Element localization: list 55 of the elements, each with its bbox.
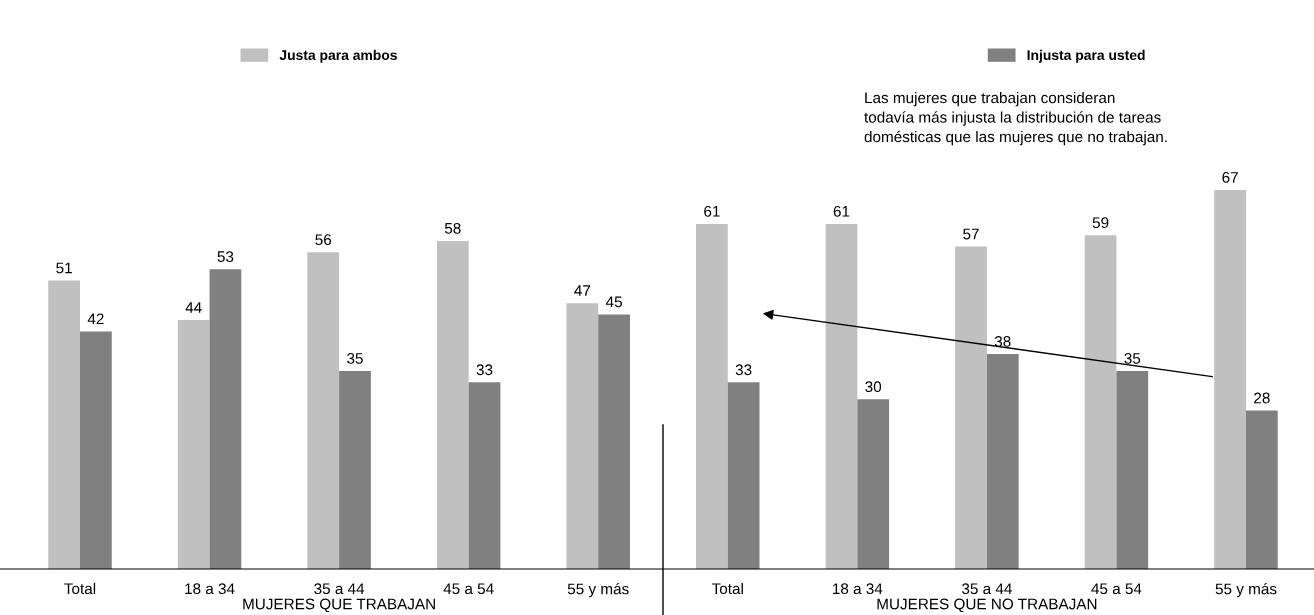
data-label: 67 xyxy=(1222,172,1238,183)
data-label: 45 xyxy=(605,296,622,308)
bar xyxy=(1116,371,1149,569)
data-label: 28 xyxy=(1254,392,1270,404)
data-label: 38 xyxy=(994,336,1011,347)
bar xyxy=(209,269,242,569)
bar xyxy=(857,399,890,569)
bar xyxy=(468,382,501,569)
bar xyxy=(825,223,858,569)
x-tick-label: 18 a 34 xyxy=(833,583,883,595)
data-label: 61 xyxy=(704,205,720,217)
bar xyxy=(696,223,728,569)
bar xyxy=(955,246,987,569)
bar xyxy=(48,280,80,569)
x-tick-label: Total xyxy=(64,582,96,595)
legend-label: Justa para ambos xyxy=(279,49,397,63)
bar xyxy=(1084,235,1117,569)
text: Las mujeres que trabajan consideran todavía más injusta la distribución de tareas domésticas que las mujeres que no trabajan. xyxy=(864,92,1167,146)
data-label: 53 xyxy=(217,251,234,263)
text: MUJERES QUE NO TRABAJAN xyxy=(877,598,1097,613)
x-tick-label: 35 a 44 xyxy=(961,583,1012,595)
bar xyxy=(436,240,469,569)
x-tick-label: 45 a 54 xyxy=(443,583,494,595)
bar xyxy=(1214,190,1246,569)
bar xyxy=(339,371,371,569)
x-tick-label: 18 a 34 xyxy=(185,583,235,595)
data-label: 44 xyxy=(185,302,202,313)
bar xyxy=(727,382,760,569)
data-label: 35 xyxy=(347,353,363,364)
x-tick-label: Total xyxy=(711,582,743,595)
data-label: 57 xyxy=(963,228,979,240)
x-tick-label: 55 y más xyxy=(567,582,629,598)
data-label: 58 xyxy=(444,222,461,234)
bar xyxy=(598,314,630,569)
data-label: 33 xyxy=(476,364,493,376)
bar xyxy=(986,354,1019,569)
bar xyxy=(566,303,599,569)
bar xyxy=(1246,410,1278,569)
data-label: 30 xyxy=(865,381,882,393)
bar xyxy=(307,252,340,569)
data-label: 56 xyxy=(315,234,332,246)
text: MUJERES QUE TRABAJAN xyxy=(243,598,435,613)
x-tick-label: 35 a 44 xyxy=(314,583,365,595)
data-label: 61 xyxy=(833,205,850,217)
data-label: 35 xyxy=(1124,353,1141,364)
data-label: 42 xyxy=(87,313,104,325)
data-label: 33 xyxy=(735,364,752,376)
bar xyxy=(177,320,210,569)
x-tick-label: 45 a 54 xyxy=(1091,583,1142,595)
legend-label: Injusta para usted xyxy=(1027,49,1145,63)
bar xyxy=(80,331,112,569)
x-tick-label: 55 y más xyxy=(1215,582,1277,598)
data-label: 59 xyxy=(1092,217,1109,229)
data-label: 51 xyxy=(56,262,72,274)
data-label: 47 xyxy=(574,285,591,296)
